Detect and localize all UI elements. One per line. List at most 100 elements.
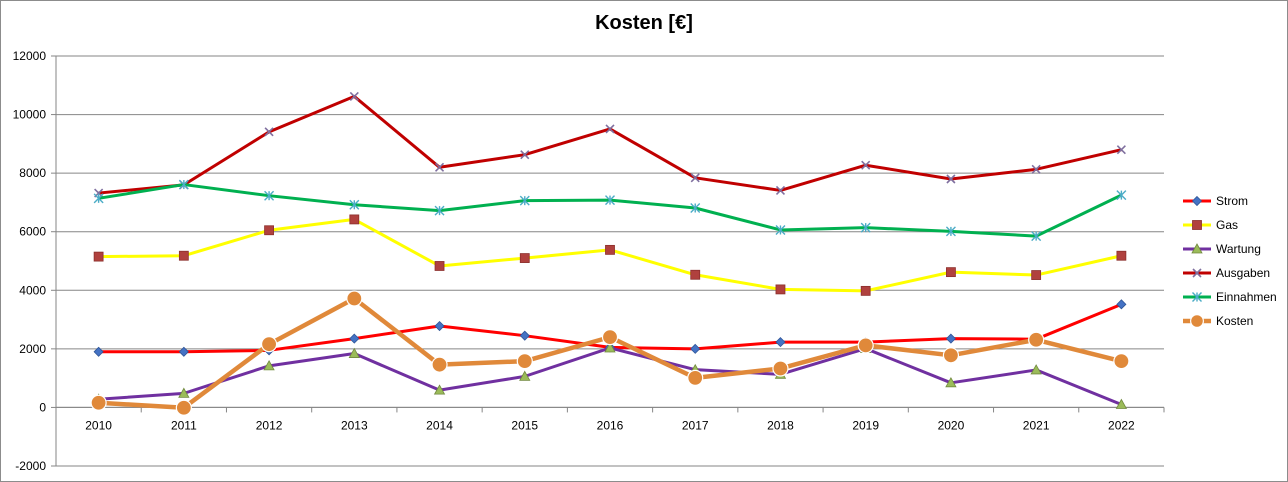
chart-title: Kosten [€] bbox=[595, 12, 693, 34]
data-point bbox=[605, 244, 615, 255]
data-point bbox=[775, 224, 786, 235]
data-point bbox=[178, 250, 189, 261]
legend-label: Kosten bbox=[1216, 314, 1253, 328]
y-tick-label: -2000 bbox=[15, 459, 46, 473]
data-point bbox=[520, 150, 530, 160]
data-point bbox=[1191, 243, 1203, 254]
data-point bbox=[434, 261, 445, 271]
series-line bbox=[98, 183, 1123, 238]
series-gas bbox=[93, 214, 1127, 296]
data-point bbox=[1030, 364, 1042, 375]
data-point bbox=[264, 225, 274, 236]
data-point bbox=[434, 162, 445, 172]
data-point bbox=[1116, 190, 1127, 201]
data-point bbox=[942, 347, 960, 364]
data-point bbox=[945, 377, 957, 388]
data-point bbox=[690, 173, 700, 183]
data-point bbox=[1192, 220, 1202, 230]
data-point bbox=[690, 202, 701, 213]
data-point bbox=[519, 370, 531, 381]
data-point bbox=[349, 199, 360, 210]
legend-item-wartung: Wartung bbox=[1183, 242, 1261, 256]
data-point bbox=[857, 337, 874, 354]
data-point bbox=[349, 91, 359, 101]
data-point bbox=[264, 127, 274, 137]
data-point bbox=[946, 267, 956, 278]
data-point bbox=[349, 214, 360, 225]
data-point bbox=[1116, 145, 1126, 155]
data-point bbox=[431, 356, 448, 373]
x-tick-label: 2020 bbox=[938, 418, 965, 432]
x-tick-label: 2017 bbox=[682, 418, 709, 432]
data-point bbox=[349, 333, 360, 344]
x-tick-label: 2015 bbox=[511, 418, 538, 432]
legend-item-ausgaben: Ausgaben bbox=[1183, 266, 1270, 280]
series-line bbox=[98, 217, 1122, 293]
x-tick-label: 2012 bbox=[256, 418, 283, 432]
data-point bbox=[1191, 195, 1203, 207]
data-point bbox=[348, 347, 360, 358]
data-point bbox=[175, 399, 192, 416]
data-point bbox=[690, 269, 701, 280]
legend-label: Gas bbox=[1216, 218, 1238, 232]
series-einnahmen bbox=[93, 179, 1127, 242]
data-point bbox=[945, 333, 956, 344]
data-point bbox=[1116, 299, 1127, 310]
x-tick-label: 2021 bbox=[1023, 418, 1050, 432]
data-point bbox=[519, 253, 530, 263]
legend-item-strom: Strom bbox=[1183, 194, 1248, 208]
data-point bbox=[519, 330, 530, 341]
x-tick-label: 2019 bbox=[852, 418, 879, 432]
y-tick-label: 0 bbox=[39, 400, 46, 414]
legend-item-gas: Gas bbox=[1183, 218, 1238, 232]
x-tick-label: 2011 bbox=[171, 418, 197, 432]
y-tick-label: 4000 bbox=[19, 283, 46, 297]
x-tick-label: 2010 bbox=[85, 418, 112, 432]
legend-label: Wartung bbox=[1216, 242, 1261, 256]
data-point bbox=[178, 179, 189, 190]
series-lines bbox=[90, 91, 1130, 416]
data-point bbox=[434, 320, 445, 332]
x-tick-label: 2014 bbox=[426, 418, 453, 432]
legend-item-einnahmen: Einnahmen bbox=[1183, 290, 1277, 304]
data-point bbox=[861, 160, 871, 170]
data-point bbox=[687, 369, 704, 386]
data-point bbox=[1031, 231, 1042, 242]
data-point bbox=[260, 336, 278, 353]
data-point bbox=[1115, 398, 1128, 409]
data-point bbox=[516, 353, 533, 370]
data-point bbox=[263, 360, 275, 371]
legend: Strom Gas Wartung Ausgaben Einnahmen Kosten bbox=[1183, 194, 1277, 328]
data-point bbox=[264, 190, 275, 201]
y-tick-label: 10000 bbox=[13, 108, 47, 122]
legend-label: Einnahmen bbox=[1216, 290, 1277, 304]
data-point bbox=[433, 384, 446, 395]
gridlines bbox=[56, 55, 1164, 467]
data-point bbox=[1031, 164, 1041, 174]
data-point bbox=[1031, 270, 1042, 280]
data-point bbox=[946, 174, 956, 184]
data-point bbox=[1113, 353, 1130, 370]
data-point bbox=[1190, 314, 1204, 328]
data-point bbox=[860, 285, 871, 296]
data-point bbox=[434, 205, 445, 216]
x-tick-label: 2018 bbox=[767, 418, 794, 432]
y-tick-label: 12000 bbox=[13, 49, 47, 63]
data-point bbox=[775, 284, 786, 295]
data-point bbox=[860, 222, 871, 233]
data-point bbox=[772, 360, 789, 377]
data-point bbox=[93, 193, 104, 204]
x-tick-label: 2016 bbox=[597, 418, 624, 432]
data-point bbox=[90, 394, 107, 411]
x-tick-label: 2022 bbox=[1108, 418, 1135, 432]
data-point bbox=[601, 329, 619, 346]
data-point bbox=[93, 251, 104, 262]
axes: -2000 0 2000 4000 6000 8000 10000 12000 2010 2011… bbox=[13, 49, 1165, 473]
x-tick-label: 2013 bbox=[341, 418, 368, 432]
data-point bbox=[1116, 250, 1127, 261]
legend-label: Ausgaben bbox=[1216, 266, 1270, 280]
data-point bbox=[604, 342, 616, 353]
series-line bbox=[98, 94, 1122, 195]
